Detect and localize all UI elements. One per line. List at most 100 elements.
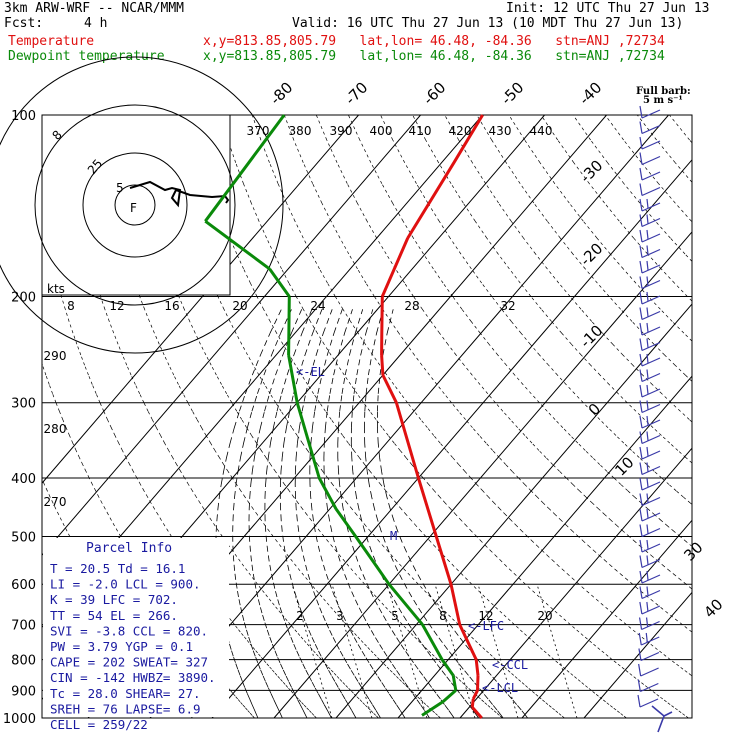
wind-barb bbox=[639, 446, 643, 460]
wind-barb bbox=[641, 543, 661, 553]
forecast-hour: 4 h bbox=[84, 16, 108, 31]
wind-barb bbox=[639, 369, 643, 382]
wind-barb bbox=[641, 140, 661, 150]
wind-barb bbox=[639, 136, 643, 150]
moist-adiabat bbox=[294, 309, 381, 719]
isotherm-label: 40 bbox=[700, 595, 726, 621]
theta-label: 430 bbox=[489, 124, 512, 138]
wind-barb bbox=[639, 508, 643, 522]
wind-barb bbox=[646, 570, 649, 581]
parcel-box bbox=[43, 538, 229, 717]
temperature-location: x,y=813.85,805.79 lat,lon= 46.48, -84.36… bbox=[203, 34, 665, 49]
isotherm bbox=[211, 159, 693, 719]
wind-barb bbox=[641, 620, 660, 631]
wind-barb bbox=[646, 229, 649, 240]
moist-adiabat bbox=[364, 309, 504, 719]
wind-barb bbox=[646, 400, 649, 410]
temperature-profile bbox=[380, 114, 484, 719]
dry-adiabat bbox=[637, 114, 693, 183]
wind-barb bbox=[639, 415, 643, 429]
parcel-row: T = 20.5 Td = 16.1 bbox=[50, 561, 185, 576]
pressure-tick-label: 900 bbox=[11, 684, 36, 699]
wind-barb bbox=[641, 171, 661, 181]
wind-barb bbox=[646, 555, 649, 565]
wind-barb bbox=[641, 636, 660, 646]
isotherm-label: -40 bbox=[575, 78, 605, 108]
wind-barb bbox=[646, 260, 649, 271]
moist-adiabat bbox=[377, 309, 528, 719]
isotherm-label: -10 bbox=[576, 321, 606, 351]
wind-barb bbox=[637, 679, 641, 692]
speed-label: 28 bbox=[404, 299, 419, 313]
theta-label: 390 bbox=[330, 124, 353, 138]
mixing-ratio-line bbox=[291, 584, 333, 719]
wind-barb bbox=[639, 121, 643, 134]
wind-barb bbox=[639, 229, 643, 243]
isotherm bbox=[521, 519, 693, 719]
moist-adiabat bbox=[264, 309, 332, 719]
dry-adiabat bbox=[412, 114, 693, 464]
wind-barb bbox=[638, 617, 643, 630]
wind-barb bbox=[639, 353, 643, 367]
dewpoint-location: x,y=813.85,805.79 lat,lon= 46.48, -84.36… bbox=[203, 49, 665, 64]
wind-barb bbox=[646, 276, 649, 286]
isotherm-label: 10 bbox=[611, 453, 637, 479]
wind-barb bbox=[645, 632, 648, 643]
theta-label: 280 bbox=[44, 422, 67, 436]
wind-barb bbox=[641, 465, 661, 476]
wind-barb bbox=[639, 214, 643, 227]
wind-barb bbox=[646, 369, 649, 379]
wind-barb bbox=[646, 508, 649, 519]
dry-adiabat bbox=[508, 114, 693, 342]
dry-adiabat bbox=[604, 114, 693, 223]
mixing-ratio-label: 5 bbox=[391, 609, 399, 623]
valid-time: Valid: 16 UTC Thu 27 Jun 13 (10 MDT Thu … bbox=[292, 16, 684, 31]
parcel-row: TT = 54 EL = 266. bbox=[50, 608, 178, 623]
wind-barb bbox=[641, 496, 661, 507]
wind-barb bbox=[638, 632, 642, 646]
wind-barb bbox=[641, 512, 661, 522]
isotherm-label: 30 bbox=[680, 538, 706, 564]
speed-label: 32 bbox=[500, 299, 515, 313]
wind-barb bbox=[637, 694, 641, 708]
moist-adiabat bbox=[232, 309, 292, 719]
wind-barb bbox=[641, 589, 661, 600]
wind-barb bbox=[646, 214, 649, 224]
wind-barb bbox=[646, 524, 649, 534]
pressure-tick-label: 100 bbox=[11, 109, 36, 124]
dry-adiabat bbox=[380, 114, 693, 505]
wind-barb bbox=[639, 198, 643, 212]
parcel-info-box: Parcel Info T = 20.5 Td = 16.1LI = -2.0 L… bbox=[43, 538, 229, 732]
diagram-grid bbox=[41, 114, 693, 719]
wind-barb bbox=[639, 322, 643, 336]
wind-barb bbox=[639, 245, 643, 258]
wind-barb bbox=[646, 462, 649, 472]
pressure-tick-label: 300 bbox=[11, 397, 36, 412]
wind-barb bbox=[641, 248, 661, 259]
dry-adiabat bbox=[348, 114, 693, 547]
wind-barb bbox=[639, 307, 643, 320]
isotherm bbox=[41, 114, 359, 484]
model-title: 3km ARW-WRF -- NCAR/MMM bbox=[4, 1, 185, 16]
pressure-tick-label: 500 bbox=[11, 530, 36, 545]
speed-unit: kts bbox=[47, 282, 65, 296]
wind-barb bbox=[646, 245, 649, 255]
pressure-tick-label: 200 bbox=[11, 291, 36, 306]
wind-barb bbox=[640, 667, 659, 677]
theta-label: 290 bbox=[44, 349, 67, 363]
wind-barb bbox=[646, 446, 649, 457]
dry-adiabat bbox=[572, 114, 693, 262]
wind-barb bbox=[646, 493, 649, 503]
wind-barb bbox=[641, 574, 661, 584]
wind-barb bbox=[641, 450, 661, 460]
wind-barb bbox=[641, 419, 661, 429]
parcel-row: LI = -2.0 LCL = 900. bbox=[50, 577, 201, 592]
moist-adiabat bbox=[323, 309, 430, 719]
speed-label: 12 bbox=[109, 299, 124, 313]
moist-adiabat bbox=[337, 309, 455, 719]
wind-barb bbox=[639, 570, 643, 584]
wind-barb bbox=[641, 310, 661, 321]
isotherm-label: -70 bbox=[341, 78, 371, 108]
wind-barb bbox=[646, 539, 649, 550]
